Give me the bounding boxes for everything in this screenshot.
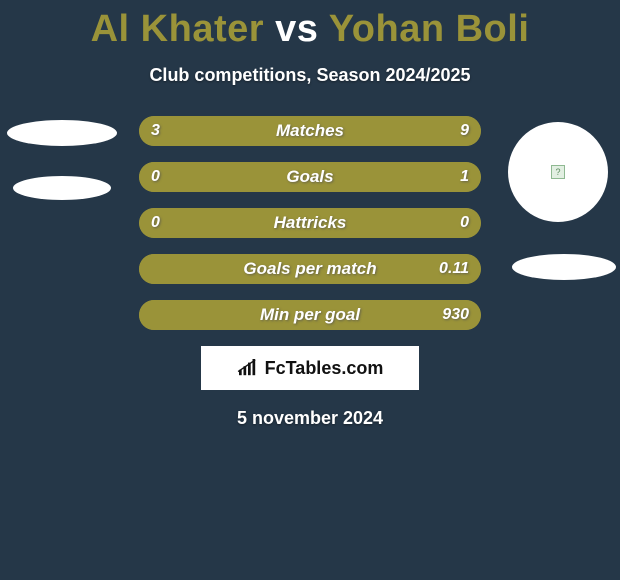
stat-row: 0 Hattricks 0 xyxy=(139,208,481,238)
player2-head-shape: ? xyxy=(508,122,608,222)
player2-body-shape xyxy=(512,254,616,280)
stat-label: Min per goal xyxy=(139,300,481,330)
comparison-arena: ? 3 Matches 9 0 Goals 1 0 Hattricks 0 xyxy=(0,116,620,429)
image-placeholder-icon: ? xyxy=(551,165,565,179)
player2-avatar: ? xyxy=(498,116,618,280)
stat-row: 0 Goals 1 xyxy=(139,162,481,192)
stat-label: Hattricks xyxy=(139,208,481,238)
player2-name: Yohan Boli xyxy=(329,8,530,50)
stat-label: Goals per match xyxy=(139,254,481,284)
stats-bars: 3 Matches 9 0 Goals 1 0 Hattricks 0 Goal… xyxy=(139,116,481,330)
player1-body-shape xyxy=(13,176,111,200)
stat-row: Min per goal 930 xyxy=(139,300,481,330)
brand-text: FcTables.com xyxy=(265,358,384,379)
stat-row: Goals per match 0.11 xyxy=(139,254,481,284)
date-text: 5 november 2024 xyxy=(0,408,620,429)
subtitle: Club competitions, Season 2024/2025 xyxy=(0,65,620,86)
player1-name: Al Khater xyxy=(91,8,264,50)
player1-avatar xyxy=(2,116,122,200)
brand-badge: FcTables.com xyxy=(201,346,419,390)
stat-value-right: 0.11 xyxy=(439,254,469,284)
stat-label: Matches xyxy=(139,116,481,146)
stat-row: 3 Matches 9 xyxy=(139,116,481,146)
vs-text: vs xyxy=(275,8,318,50)
bar-chart-icon xyxy=(237,359,259,377)
player1-head-shape xyxy=(7,120,117,146)
stat-label: Goals xyxy=(139,162,481,192)
stat-value-right: 9 xyxy=(460,116,469,146)
comparison-title: Al Khater vs Yohan Boli xyxy=(0,0,620,51)
stat-value-right: 1 xyxy=(460,162,469,192)
stat-value-right: 930 xyxy=(442,300,469,330)
stat-value-right: 0 xyxy=(460,208,469,238)
